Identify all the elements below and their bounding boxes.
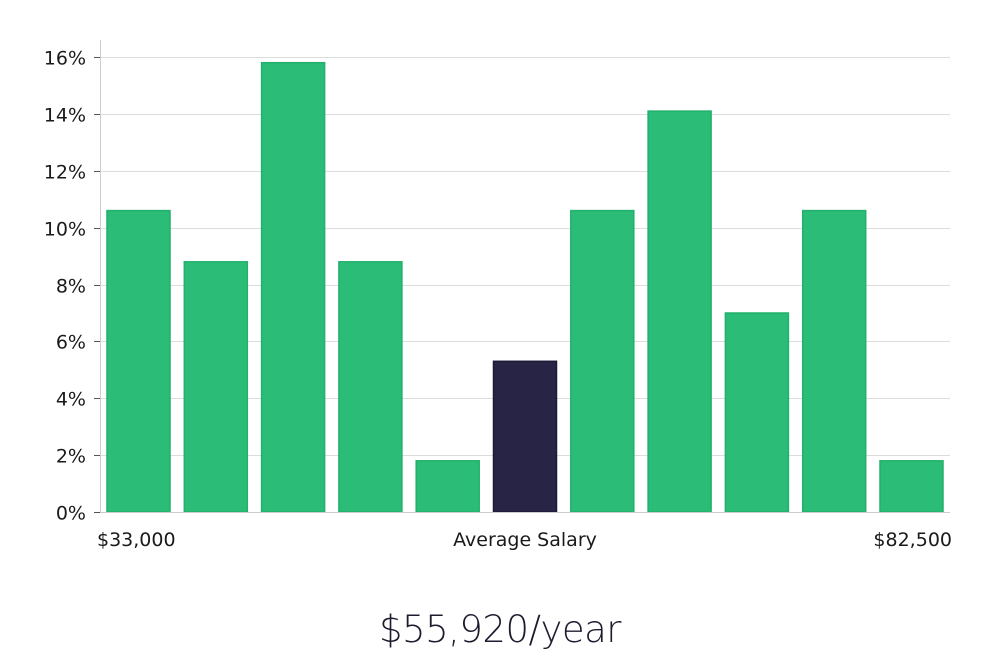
bar [570, 209, 635, 513]
bar [415, 460, 480, 513]
bar [338, 261, 403, 513]
bar [801, 209, 867, 513]
bar [106, 209, 171, 513]
y-tick-label: 4% [56, 389, 86, 411]
average-salary-value: $55,920/year [378, 608, 622, 651]
bar [879, 460, 944, 513]
y-tick-label: 0% [56, 503, 86, 525]
y-tick-label: 2% [56, 446, 86, 468]
y-tick-label: 8% [56, 276, 86, 298]
bar [724, 312, 790, 513]
bars [106, 61, 944, 513]
y-tick-label: 14% [44, 105, 86, 127]
y-tick-label: 6% [56, 332, 86, 354]
bar [260, 61, 326, 513]
bar [647, 110, 712, 513]
y-tick-label: 16% [44, 48, 86, 70]
x-axis-min-label: $33,000 [97, 529, 176, 551]
y-tick-label: 10% [44, 219, 86, 241]
x-axis-title: Average Salary [453, 529, 597, 551]
x-axis-max-label: $82,500 [873, 529, 952, 551]
axes: 0% 2% 4% 6% 8% 10% 12% 14% 16% [44, 40, 950, 525]
bar-highlighted [492, 360, 558, 513]
y-tick-label: 12% [44, 162, 86, 184]
bar [183, 261, 249, 513]
